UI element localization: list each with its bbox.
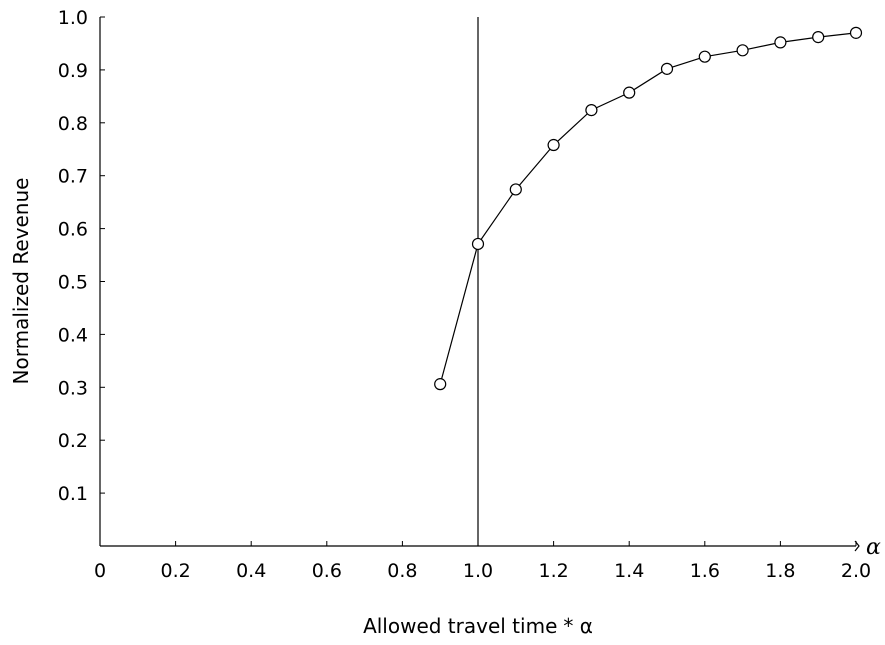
data-point — [434, 378, 447, 391]
y-tick-label: 0.4 — [58, 324, 88, 346]
x-axis-title-text: Allowed travel time — [363, 614, 557, 638]
y-tick-label: 0.1 — [58, 483, 88, 505]
data-point — [812, 31, 825, 44]
y-axis-title: Normalized Revenue — [9, 178, 33, 385]
x-tick-label: 1.6 — [690, 560, 720, 582]
y-tick-label: 0.7 — [58, 166, 88, 188]
x-axis: 0 0.2 0.4 0.6 0.8 1.0 1.2 1.4 1.6 1.8 2.0 — [94, 540, 871, 582]
x-tick-label: 0.4 — [236, 560, 266, 582]
x-axis-title: Allowed travel time * α — [363, 614, 593, 638]
x-tick-label: 0.8 — [387, 560, 417, 582]
data-point — [698, 50, 711, 63]
x-tick-label: 1.2 — [538, 560, 568, 582]
y-tick-label: 0.6 — [58, 219, 88, 241]
series-line — [439, 32, 857, 385]
y-tick-label: 0.8 — [58, 113, 88, 135]
x-tick-label: 0 — [94, 560, 106, 582]
y-tick-label: 0.9 — [58, 60, 88, 82]
x-tick-label: 0.2 — [160, 560, 190, 582]
x-tick-label: 0.6 — [312, 560, 342, 582]
x-tick-label: 1.4 — [614, 560, 644, 582]
y-tick-label: 0.2 — [58, 430, 88, 452]
x-axis-title-suffix: * α — [563, 614, 593, 638]
data-point — [849, 26, 863, 39]
y-tick-label: 1.0 — [58, 7, 88, 29]
x-tick-label: 2.0 — [841, 560, 871, 582]
data-point — [547, 138, 560, 152]
data-point — [623, 86, 636, 99]
x-axis-symbol: α — [866, 535, 881, 560]
data-point — [774, 36, 787, 49]
y-tick-label: 0.3 — [58, 377, 88, 399]
y-axis: 0.1 0.2 0.3 0.4 0.5 0.6 0.7 0.8 0.9 1.0 — [58, 7, 105, 546]
y-tick-label: 0.5 — [58, 272, 88, 294]
data-point — [736, 44, 749, 57]
x-tick-label: 1.0 — [463, 560, 493, 582]
data-point — [471, 237, 485, 251]
series-group — [434, 26, 863, 391]
data-point — [509, 183, 522, 196]
x-tick-label: 1.8 — [765, 560, 795, 582]
data-point — [585, 104, 598, 117]
data-point — [660, 62, 674, 75]
